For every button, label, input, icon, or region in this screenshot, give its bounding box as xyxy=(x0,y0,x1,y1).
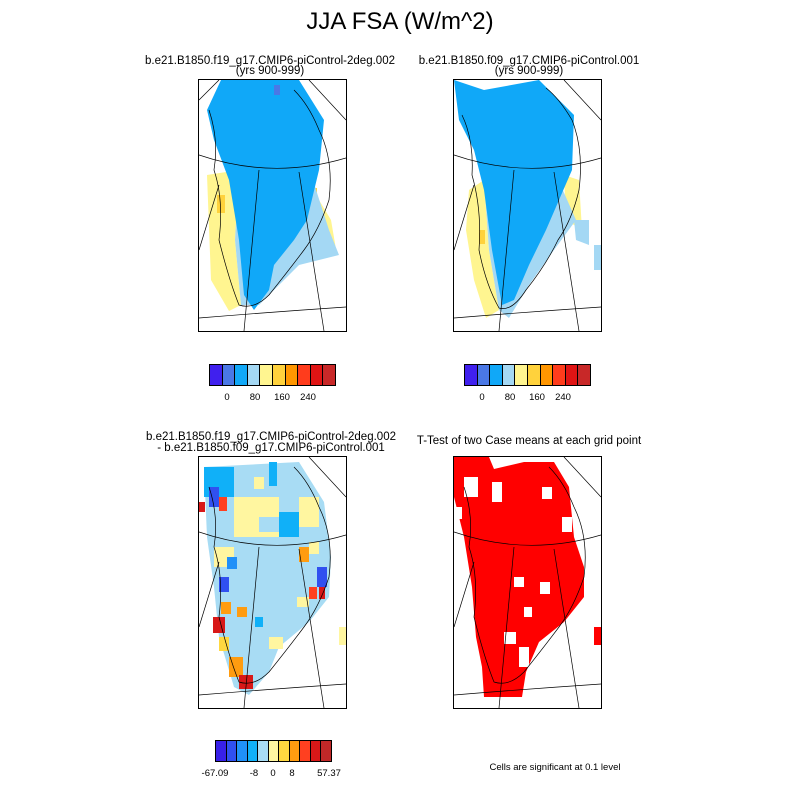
panel-1-icesheet xyxy=(207,80,324,310)
panel-3-subtitle: - b.e21.B1850.f09_g17.CMIP6-piControl.00… xyxy=(157,442,385,454)
cb1-swatch xyxy=(222,365,236,385)
cb3-swatch xyxy=(300,741,311,761)
cb3-swatch xyxy=(237,741,248,761)
cb2-swatch xyxy=(515,365,528,385)
cb3-swatch xyxy=(258,741,269,761)
cb2-tick: 240 xyxy=(555,392,571,403)
cb2-swatch xyxy=(502,365,516,385)
cb1-tick: 0 xyxy=(224,392,230,403)
cb1-swatch xyxy=(210,365,223,385)
cb1-swatch xyxy=(235,365,248,385)
cb3-tick: 0 xyxy=(270,768,276,779)
cb1-swatch xyxy=(298,365,311,385)
cb1-tick: 240 xyxy=(300,392,316,403)
cb1-tick: 160 xyxy=(274,392,290,403)
cb2-swatch xyxy=(553,365,566,385)
cb2-swatch xyxy=(490,365,503,385)
cb1-tick: 80 xyxy=(249,392,261,403)
panel-4-map xyxy=(453,456,602,709)
cb1-swatch xyxy=(285,365,299,385)
panel-2-map-svg xyxy=(454,80,601,331)
panel-2-grid xyxy=(454,80,601,331)
cb3-swatch xyxy=(321,741,332,761)
cb2-swatch xyxy=(578,365,590,385)
cb2-swatch xyxy=(477,365,491,385)
cb3-swatch xyxy=(310,741,322,761)
panel-3-grid xyxy=(199,457,346,708)
panel-3-map-svg xyxy=(199,457,346,708)
panel-1-subtitle: (yrs 900-999) xyxy=(235,65,305,77)
panel-2-colorbar xyxy=(464,364,591,386)
cb2-tick: 0 xyxy=(479,392,485,403)
cb3-tick: -8 xyxy=(249,768,259,779)
cb1-swatch xyxy=(247,365,261,385)
cb1-swatch xyxy=(260,365,273,385)
panel-4-title: T-Test of two Case means at each grid po… xyxy=(416,435,642,447)
panel-4-grid xyxy=(454,457,601,708)
panel-2-subtitle: (yrs 900-999) xyxy=(494,65,564,77)
panel-2-icesheet xyxy=(454,80,574,305)
cb1-swatch xyxy=(323,365,335,385)
cb3-swatch xyxy=(247,741,259,761)
cb2-tick: 160 xyxy=(529,392,545,403)
panel-3-map xyxy=(198,456,347,709)
panel-2-title: b.e21.B1850.f09_g17.CMIP6-piControl.001 xyxy=(418,55,640,67)
panel-3-colorbar xyxy=(215,740,332,762)
cb3-swatch xyxy=(279,741,290,761)
panel-2-map xyxy=(453,79,602,332)
cb2-swatch xyxy=(565,365,579,385)
cb3-swatch xyxy=(216,741,227,761)
cb2-tick: 80 xyxy=(504,392,516,403)
figure-title: JJA FSA (W/m^2) xyxy=(306,8,494,35)
panel-1-title: b.e21.B1850.f19_g17.CMIP6-piControl-2deg… xyxy=(145,55,395,67)
cb3-tick: -67.09 xyxy=(201,768,229,779)
cb2-swatch xyxy=(540,365,554,385)
panel-1-colorbar xyxy=(209,364,336,386)
cb3-tick: 57.37 xyxy=(317,768,341,779)
panel-1-map xyxy=(198,79,347,332)
cb3-swatch xyxy=(226,741,238,761)
panel-3-title: b.e21.B1850.f19_g17.CMIP6-piControl-2deg… xyxy=(146,431,396,443)
cb2-swatch xyxy=(527,365,541,385)
panel-4-map-svg xyxy=(454,457,601,708)
panel-1-map-svg xyxy=(199,80,346,331)
cb1-swatch xyxy=(272,365,286,385)
cb3-tick: 8 xyxy=(289,768,295,779)
panel-4-nonsignificant-cells xyxy=(454,477,572,667)
significance-note: Cells are significant at 0.1 level xyxy=(489,762,621,773)
panel-1-grid xyxy=(199,80,346,331)
cb3-swatch xyxy=(289,741,301,761)
cb2-swatch xyxy=(465,365,478,385)
cb1-swatch xyxy=(310,365,324,385)
cb3-swatch xyxy=(268,741,280,761)
